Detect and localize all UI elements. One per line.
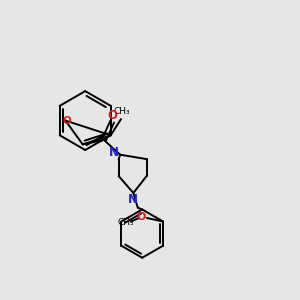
Text: N: N	[109, 146, 118, 159]
Text: O: O	[107, 109, 117, 122]
Text: O: O	[62, 116, 71, 126]
Text: CH₃: CH₃	[113, 107, 130, 116]
Text: O: O	[137, 212, 146, 222]
Text: CH₃: CH₃	[117, 218, 134, 226]
Text: N: N	[128, 193, 138, 206]
